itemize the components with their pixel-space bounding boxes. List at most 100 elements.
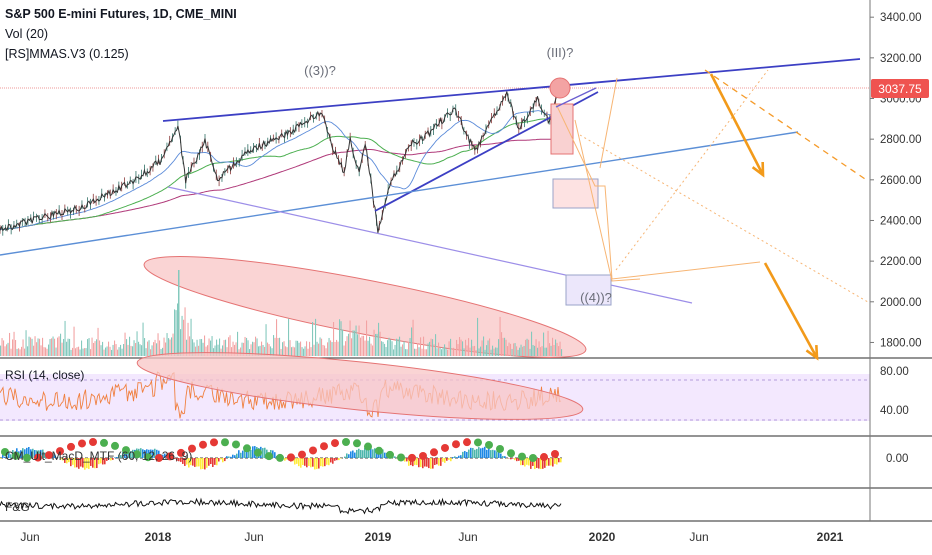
volume-bar	[81, 341, 82, 356]
x-tick-label: Jun	[20, 530, 39, 544]
volume-bar	[347, 336, 348, 356]
macd-bar	[284, 458, 286, 461]
volume-bar	[314, 345, 315, 356]
volume-bar	[399, 337, 400, 356]
volume-bar	[315, 319, 316, 356]
macd-bar	[440, 458, 442, 466]
volume-bar	[431, 339, 432, 356]
volume-bar	[477, 318, 478, 356]
macd-dot	[221, 438, 229, 446]
volume-bar	[288, 319, 289, 356]
macd-bar	[456, 457, 458, 458]
macd-bar	[560, 458, 562, 462]
macd-dot	[551, 450, 559, 458]
volume-bar	[321, 339, 322, 356]
volume-bar	[50, 339, 51, 356]
macd-bar	[476, 449, 478, 458]
volume-bar	[119, 347, 120, 356]
volume-bar	[500, 317, 501, 356]
volume-bar	[2, 338, 3, 356]
volume-bar	[104, 350, 105, 356]
macd-bar	[306, 458, 308, 467]
price-tick-label: 2600.00	[880, 175, 922, 187]
macd-dot	[485, 441, 493, 449]
volume-bar	[363, 336, 364, 356]
macd-bar	[300, 458, 302, 468]
volume-bar	[339, 319, 340, 356]
macd-bar	[204, 458, 206, 469]
volume-bar	[464, 348, 465, 356]
macd-dot	[210, 438, 218, 446]
volume-bar	[59, 336, 60, 356]
volume-bar	[138, 342, 139, 356]
volume-bar	[446, 348, 447, 356]
volume-bar	[554, 345, 555, 356]
volume-bar	[354, 331, 355, 356]
volume-bar	[365, 341, 366, 356]
rsi-tick-label: 40.00	[880, 405, 909, 417]
macd-bar	[348, 454, 350, 458]
volume-bar	[333, 322, 334, 356]
volume-bar	[114, 341, 115, 356]
volume-bar	[345, 341, 346, 356]
macd-bar	[514, 458, 516, 460]
volume-bar	[89, 338, 90, 356]
volume-bar	[98, 328, 99, 356]
volume-bar	[282, 342, 283, 356]
volume-bar	[512, 349, 513, 356]
macd-bar	[274, 452, 276, 458]
macd-bar	[194, 458, 196, 467]
volume-bar	[159, 340, 160, 356]
price-tick-label: 3200.00	[880, 53, 922, 65]
macd-bar	[302, 458, 304, 465]
macd-bar	[354, 453, 356, 458]
last-price-label: 3037.75	[878, 82, 922, 96]
volume-bar	[71, 350, 72, 356]
volume-bar	[356, 326, 357, 356]
volume-bar	[401, 347, 402, 356]
volume-bar	[486, 345, 487, 356]
volume-bar	[287, 347, 288, 356]
volume-bar	[291, 347, 292, 356]
volume-bar	[434, 344, 435, 356]
macd-bar	[418, 458, 420, 467]
volume-bar	[309, 342, 310, 356]
volume-bar	[23, 339, 24, 356]
volume-bar	[372, 345, 373, 356]
macd-dot	[342, 438, 350, 446]
volume-bar	[470, 348, 471, 356]
volume-bar	[83, 349, 84, 356]
volume-bar	[374, 330, 375, 356]
macd-bar	[250, 450, 252, 458]
volume-bar	[476, 350, 477, 356]
volume-bar	[410, 338, 411, 356]
volume-bar	[312, 322, 313, 356]
volume-bar-spike	[178, 270, 180, 356]
macd-bar	[330, 458, 332, 462]
volume-bar	[306, 341, 307, 356]
volume-bar	[12, 339, 13, 356]
macd-bar	[296, 458, 298, 464]
macd-bar	[334, 458, 336, 461]
volume-bar	[423, 337, 424, 356]
volume-bar	[432, 339, 433, 356]
macd-bar	[336, 458, 338, 460]
macd-bar	[236, 454, 238, 458]
macd-bar	[208, 458, 210, 466]
macd-dot	[78, 439, 86, 447]
volume-bar	[458, 344, 459, 356]
macd-bar	[372, 449, 374, 458]
volume-bar	[327, 342, 328, 356]
macd-bar	[470, 448, 472, 458]
volume-bar	[375, 334, 376, 356]
volume-bar	[387, 340, 388, 356]
macd-bar	[494, 450, 496, 458]
volume-bar	[557, 343, 558, 356]
macd-bar	[262, 448, 264, 458]
volume-bar	[182, 316, 183, 356]
x-tick-label: 2018	[145, 530, 172, 544]
macd-bar	[480, 448, 482, 458]
volume-bar	[80, 349, 81, 356]
volume-bar	[501, 332, 502, 356]
